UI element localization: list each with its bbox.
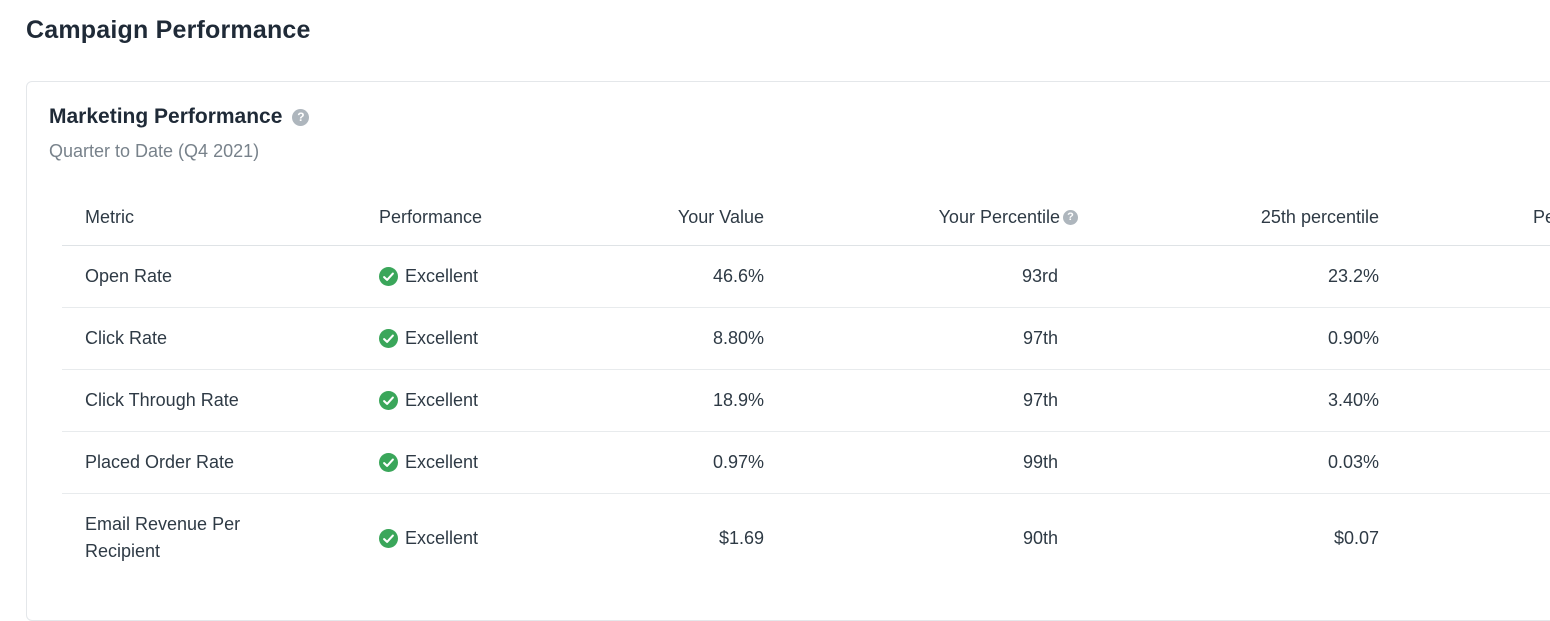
your-percentile-cell: 99th [764,431,1058,494]
performance-cell: Excellent [379,494,579,583]
performance-table: Metric Performance Your Value Your Perce… [62,195,1550,582]
marketing-performance-card: Marketing Performance ? Quarter to Date … [26,81,1550,621]
performance-cell: Excellent [379,369,579,432]
your-value-cell: 8.80% [579,307,764,370]
table-header-row: Metric Performance Your Value Your Perce… [62,195,1550,246]
your-value-cell: 0.97% [579,431,764,494]
card-title: Marketing Performance [49,105,283,128]
p25-cell: 0.03% [1058,431,1379,494]
metric-cell: Open Rate [62,245,379,308]
excellent-check-icon [379,391,398,410]
your-percentile-cell: 97th [764,369,1058,432]
p25-cell: 3.40% [1058,369,1379,432]
your-value-cell: $1.69 [718,527,764,548]
table-row: Click Rate Excellent 8.80% 97th 0.90% [62,307,1550,370]
your-value-cell: 46.6% [579,245,764,308]
table-row: Email Revenue Per Recipient Excellent $1… [62,494,1550,583]
table-row: Click Through Rate Excellent 18.9% 97th … [62,369,1550,432]
column-header-metric: Metric [62,195,379,246]
your-percentile-cell: 93rd [764,245,1058,308]
metric-cell: Placed Order Rate [62,431,379,494]
p25-cell: 23.2% [1058,245,1379,308]
next-cell [1379,369,1550,432]
your-percentile-label: Your Percentile [938,207,1060,227]
your-percentile-cell: 90th [1022,527,1058,548]
column-header-next-truncated: Pe [1379,195,1550,246]
metric-label: Placed Order Rate [85,452,235,472]
metric-label: Click Rate [85,328,168,348]
percentile-help-icon[interactable]: ? [1063,210,1078,225]
column-header-your-percentile: Your Percentile ? [764,195,1078,246]
excellent-check-icon [379,528,398,548]
next-cell [1379,307,1550,370]
next-cell [1379,494,1550,583]
metric-cell: Click Through Rate [62,369,379,432]
performance-status: Excellent [405,328,479,348]
column-header-your-value: Your Value [579,195,764,246]
your-value-cell: 18.9% [579,369,764,432]
metric-label: Email Revenue Per Recipient [85,514,241,561]
table-row: Open Rate Excellent 46.6% 93rd 23.2% [62,245,1550,308]
excellent-check-icon [379,329,398,348]
p25-cell: $0.07 [1333,527,1379,548]
excellent-check-icon [379,453,398,472]
metric-cell: Email Revenue Per Recipient [62,494,379,583]
next-cell [1379,431,1550,494]
card-header: Marketing Performance ? [49,104,1550,130]
next-cell [1379,245,1550,308]
performance-cell: Excellent [379,307,579,370]
table-row: Placed Order Rate Excellent 0.97% 99th 0… [62,431,1550,494]
performance-cell: Excellent [379,245,579,308]
metric-label: Click Through Rate [85,390,239,410]
metric-label: Open Rate [85,266,173,286]
performance-status: Excellent [405,527,479,548]
metric-cell: Click Rate [62,307,379,370]
performance-status: Excellent [405,266,479,286]
performance-cell: Excellent [379,431,579,494]
excellent-check-icon [379,267,398,286]
help-icon[interactable]: ? [292,108,310,126]
page-title: Campaign Performance [26,16,311,44]
your-percentile-cell: 97th [764,307,1058,370]
column-header-performance: Performance [379,195,579,246]
performance-status: Excellent [405,452,479,472]
p25-cell: 0.90% [1058,307,1379,370]
performance-status: Excellent [405,390,479,410]
column-header-25th-percentile: 25th percentile [1058,195,1379,246]
card-subtitle: Quarter to Date (Q4 2021) [49,141,260,161]
